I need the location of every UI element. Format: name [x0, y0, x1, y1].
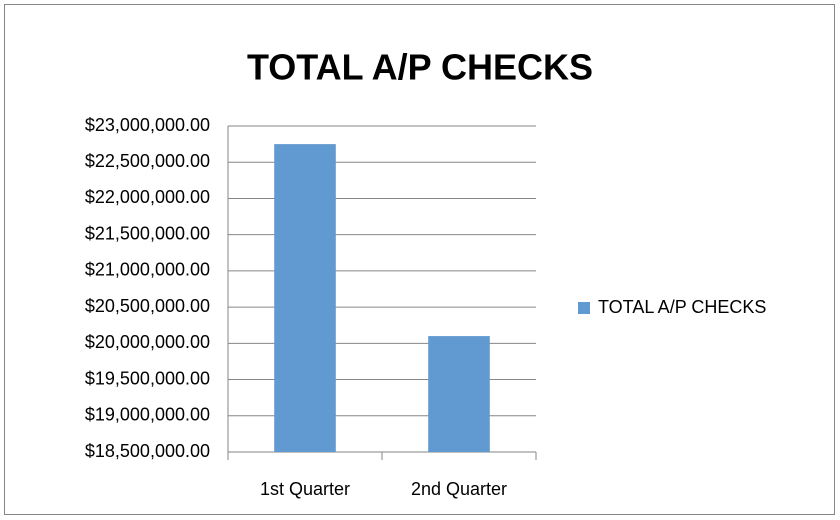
chart-title: TOTAL A/P CHECKS: [247, 47, 593, 88]
legend-swatch: [578, 302, 590, 314]
y-tick-label: $21,000,000.00: [85, 260, 210, 280]
bar: [428, 336, 490, 452]
y-tick-label: $19,000,000.00: [85, 405, 210, 425]
y-tick-label: $20,000,000.00: [85, 332, 210, 352]
y-tick-label: $22,000,000.00: [85, 187, 210, 207]
y-tick-label: $21,500,000.00: [85, 223, 210, 243]
y-tick-label: $19,500,000.00: [85, 368, 210, 388]
legend-label: TOTAL A/P CHECKS: [598, 297, 766, 317]
x-tick-label: 2nd Quarter: [411, 479, 507, 499]
y-tick-label: $18,500,000.00: [85, 441, 210, 461]
y-tick-label: $23,000,000.00: [85, 115, 210, 135]
bar: [274, 144, 336, 452]
x-tick-label: 1st Quarter: [260, 479, 350, 499]
chart-border: [4, 4, 835, 515]
y-tick-label: $20,500,000.00: [85, 296, 210, 316]
y-tick-label: $22,500,000.00: [85, 151, 210, 171]
